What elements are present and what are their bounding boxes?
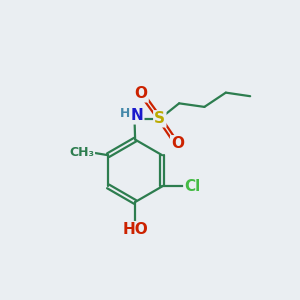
Text: CH₃: CH₃ [70,146,94,159]
Text: N: N [130,108,143,123]
Text: H: H [120,107,130,120]
Text: O: O [135,86,148,101]
Text: HO: HO [122,222,148,237]
Text: O: O [171,136,184,151]
Text: S: S [154,111,165,126]
Text: Cl: Cl [184,179,201,194]
